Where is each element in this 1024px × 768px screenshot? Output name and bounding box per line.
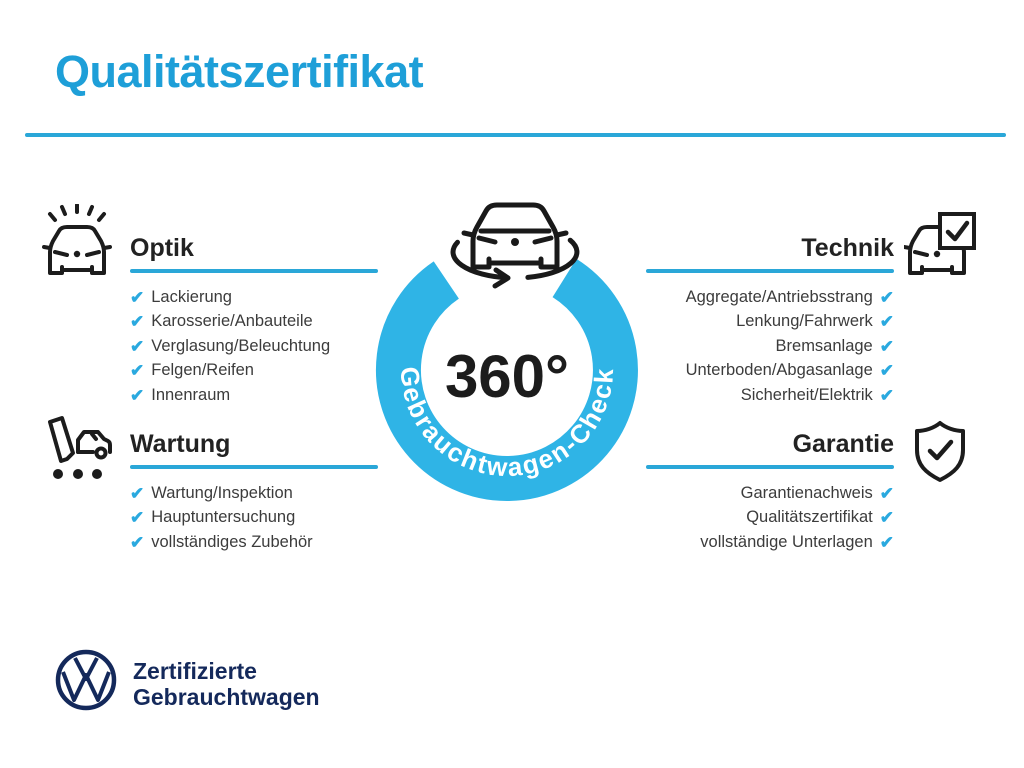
section-optik-heading: Optik — [130, 234, 194, 262]
checklist-item-label: Garantienachweis — [740, 483, 873, 502]
checklist-item: vollständige Unterlagen ✔ — [646, 530, 894, 555]
check-icon: ✔ — [130, 385, 145, 405]
brand-line-1: Zertifizierte — [133, 658, 257, 684]
pencil-car-checklist-icon — [48, 416, 112, 479]
check-icon: ✔ — [130, 532, 145, 552]
check-icon: ✔ — [879, 483, 894, 503]
car-badge-dot — [511, 238, 519, 246]
section-wartung-heading: Wartung — [130, 430, 231, 458]
checklist-item: Sicherheit/Elektrik ✔ — [646, 383, 894, 408]
ring-curved-label: Gebrauchtwagen-Check — [394, 366, 619, 483]
checklist-item: ✔ Innenraum — [130, 383, 378, 408]
checklist-item: ✔ Karosserie/Anbauteile — [130, 310, 378, 335]
checklist-item: ✔ Lackierung — [130, 285, 378, 310]
checklist-item: ✔ Wartung/Inspektion — [130, 481, 378, 506]
check-icon: ✔ — [130, 336, 145, 356]
section-technik-heading: Technik — [801, 234, 894, 262]
section-technik: Technik Aggregate/Antriebsstrang ✔ Lenkun… — [646, 234, 894, 408]
checklist-item-label: Hauptuntersuchung — [151, 508, 296, 527]
checklist-item-label: Qualitätszertifikat — [746, 508, 873, 527]
check-icon: ✔ — [879, 336, 894, 356]
section-garantie: Garantie Garantienachweis ✔ Qualitätszert… — [646, 430, 894, 555]
car-rotation-icon — [450, 202, 580, 289]
checklist-item-label: Aggregate/Antriebsstrang — [685, 287, 873, 306]
section-wartung: Wartung ✔ Wartung/Inspektion ✔ Hauptunters… — [130, 430, 378, 555]
section-underline — [130, 465, 378, 469]
ring-arc — [375, 258, 638, 501]
checklist-item-label: vollständiges Zubehör — [151, 532, 313, 551]
vw-logo — [55, 649, 117, 711]
checklist-item-label: Lenkung/Fahrwerk — [736, 312, 873, 331]
wartung-checklist: ✔ Wartung/Inspektion ✔ Hauptuntersuchung ✔… — [130, 481, 378, 555]
checklist-item-label: Wartung/Inspektion — [151, 483, 293, 502]
car-checkbox-icon — [904, 212, 976, 275]
car-shine-icon — [42, 204, 112, 275]
check-icon: ✔ — [879, 312, 894, 332]
section-underline — [130, 269, 378, 273]
checklist-item: ✔ Felgen/Reifen — [130, 359, 378, 384]
section-optik: Optik ✔ Lackierung ✔ Karosserie/Anbauteile… — [130, 234, 378, 408]
degree-label: 360° — [445, 343, 569, 410]
checklist-item: ✔ Verglasung/Beleuchtung — [130, 334, 378, 359]
checklist-item: Aggregate/Antriebsstrang ✔ — [646, 285, 894, 310]
checklist-item-label: Sicherheit/Elektrik — [740, 385, 873, 404]
shield-check-icon — [915, 421, 965, 482]
check-icon: ✔ — [879, 287, 894, 307]
checklist-item: Qualitätszertifikat ✔ — [646, 506, 894, 531]
checklist-item-label: Karosserie/Anbauteile — [151, 312, 313, 331]
checklist-item-label: Innenraum — [151, 385, 231, 404]
section-underline — [646, 465, 894, 469]
brand-text: Zertifizierte Gebrauchtwagen — [133, 658, 320, 710]
check-icon: ✔ — [130, 508, 145, 528]
check-icon: ✔ — [879, 508, 894, 528]
checklist-item: Bremsanlage ✔ — [646, 334, 894, 359]
checklist-item: Lenkung/Fahrwerk ✔ — [646, 310, 894, 335]
checklist-item: ✔ vollständiges Zubehör — [130, 530, 378, 555]
checklist-item-label: Felgen/Reifen — [151, 361, 254, 380]
section-garantie-heading: Garantie — [792, 430, 894, 458]
title-divider — [25, 133, 1006, 137]
checklist-item-label: Lackierung — [151, 287, 232, 306]
section-underline — [646, 269, 894, 273]
brand-line-2: Gebrauchtwagen — [133, 684, 320, 710]
checklist-item: Garantienachweis ✔ — [646, 481, 894, 506]
checklist-item-label: Unterboden/Abgasanlage — [685, 361, 873, 380]
technik-checklist: Aggregate/Antriebsstrang ✔ Lenkung/Fahrwe… — [646, 285, 894, 408]
checklist-item-label: vollständige Unterlagen — [700, 532, 873, 551]
check-icon: ✔ — [130, 483, 145, 503]
check-icon: ✔ — [130, 361, 145, 381]
check-icon: ✔ — [879, 532, 894, 552]
check-icon: ✔ — [130, 312, 145, 332]
check-icon: ✔ — [879, 361, 894, 381]
checklist-item: Unterboden/Abgasanlage ✔ — [646, 359, 894, 384]
garantie-checklist: Garantienachweis ✔ Qualitätszertifikat ✔ v… — [646, 481, 894, 555]
checklist-item-label: Bremsanlage — [775, 336, 873, 355]
checklist-item: ✔ Hauptuntersuchung — [130, 506, 378, 531]
check-icon: ✔ — [879, 385, 894, 405]
optik-checklist: ✔ Lackierung ✔ Karosserie/Anbauteile ✔ Verg… — [130, 285, 378, 408]
page-title: Qualitätszertifikat — [55, 46, 424, 97]
check-icon: ✔ — [130, 287, 145, 307]
checklist-item-label: Verglasung/Beleuchtung — [151, 336, 331, 355]
